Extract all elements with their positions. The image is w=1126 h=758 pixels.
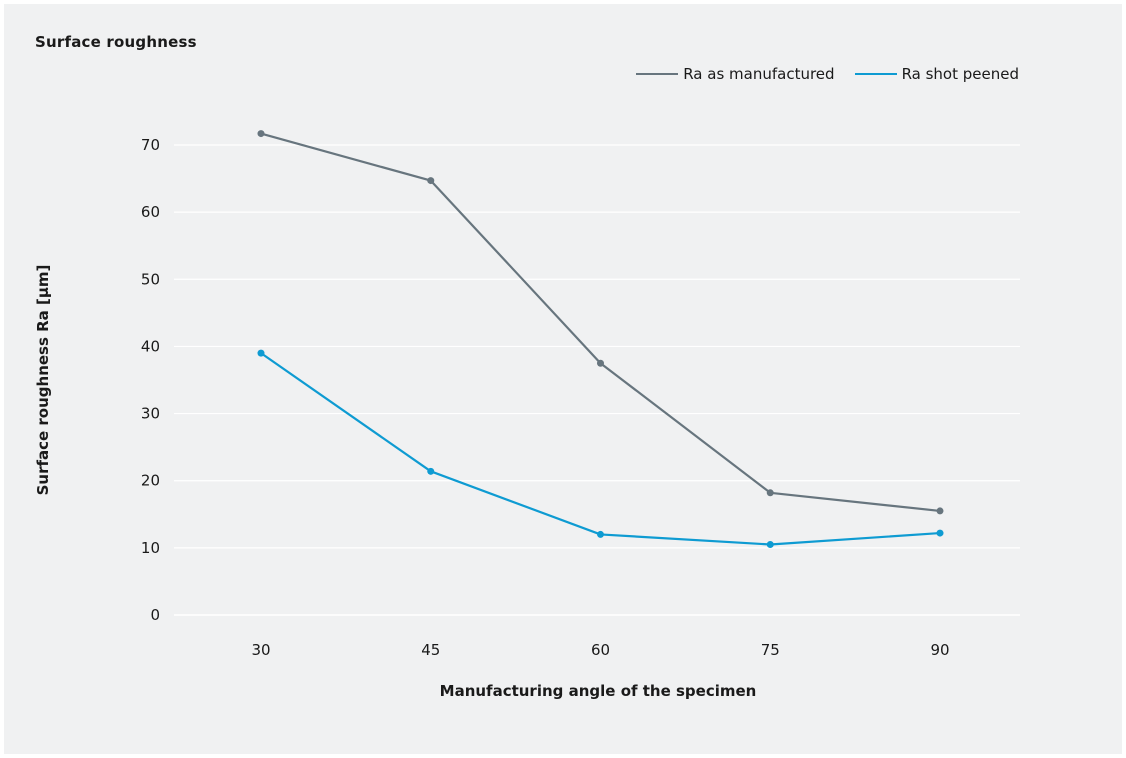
data-point-1-1 [427,468,434,475]
data-point-1-2 [597,531,604,538]
y-tick-label: 60 [141,203,160,221]
data-point-0-1 [427,177,434,184]
data-point-0-4 [937,507,944,514]
y-tick-label: 50 [141,270,160,288]
y-tick-label: 40 [141,337,160,355]
y-tick-label: 30 [141,405,160,423]
x-tick-label: 90 [930,641,949,659]
x-tick-label: 75 [761,641,780,659]
series-line-0 [261,134,940,511]
data-point-1-3 [767,541,774,548]
series-line-1 [261,353,940,544]
x-tick-label: 45 [421,641,440,659]
y-tick-label: 10 [141,539,160,557]
y-tick-label: 0 [150,606,160,624]
x-tick-label: 30 [251,641,270,659]
data-point-0-3 [767,489,774,496]
data-point-0-0 [258,130,265,137]
data-point-1-4 [937,530,944,537]
x-tick-label: 60 [591,641,610,659]
data-point-0-2 [597,360,604,367]
y-tick-label: 70 [141,136,160,154]
x-axis-title: Manufacturing angle of the specimen [440,682,757,700]
y-tick-label: 20 [141,472,160,490]
y-axis-title: Surface roughness Ra [µm] [34,265,52,496]
data-point-1-0 [258,350,265,357]
